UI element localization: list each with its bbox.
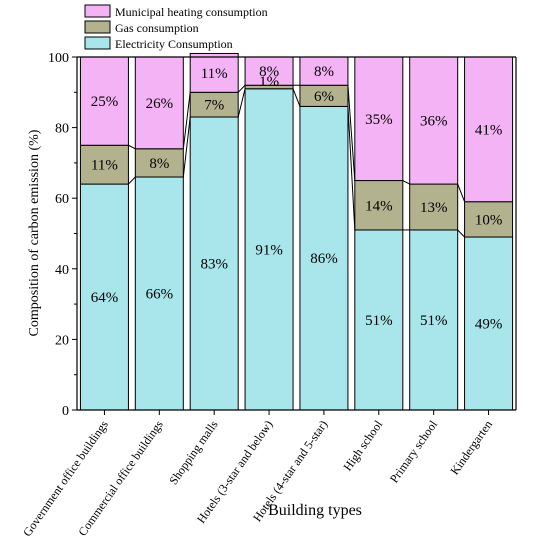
y-tick-label: 40 [55,263,69,278]
data-label: 8% [314,64,334,80]
data-label: 51% [420,313,448,329]
data-label: 11% [91,158,118,174]
bar-segment [354,180,404,231]
data-label: 1% [259,74,279,90]
connector-line [128,144,136,150]
data-label: 10% [475,212,503,228]
connector-line [182,92,191,149]
data-label: 13% [420,200,448,216]
bar-segment [134,176,184,411]
data-label: 14% [365,198,393,214]
connector-line [347,106,356,230]
y-tick-label: 0 [62,404,69,419]
bar-segment [134,56,184,150]
bar-segment [299,105,349,411]
x-tick-label: Primary school [387,417,441,485]
data-label: 66% [146,287,174,303]
connector-line [457,183,466,202]
x-tick-label: Shopping malls [166,417,221,487]
data-label: 64% [91,290,119,306]
data-label: 26% [146,96,174,112]
y-tick-label: 80 [55,122,69,137]
connector-line [402,180,410,185]
connector-line [457,229,465,238]
bar-segment [79,183,129,411]
bar-segment [409,56,459,185]
x-tick-label: High school [340,417,385,473]
data-label: 41% [475,122,503,138]
data-label: 49% [475,317,503,333]
data-label: 91% [255,242,283,258]
data-label: 86% [310,251,338,267]
connector-line [182,116,191,178]
data-label: 25% [91,94,119,110]
bar-segment [464,56,514,203]
x-axis-label: Building types [268,502,362,519]
data-label: 8% [259,64,279,80]
y-tick-label: 60 [55,192,69,207]
legend-swatch [84,20,111,34]
data-label: 83% [200,257,228,273]
connector-line [237,84,246,93]
connector-line [128,176,136,185]
bar-segment [189,91,239,118]
bar-segment [134,148,184,178]
data-label: 7% [204,98,224,114]
plot-area: 64%11%25%66%8%26%83%7%11%91%1%8%86%6%8%5… [20,51,517,539]
legend-swatch [84,36,111,50]
bar-segment [79,144,129,185]
data-label: 8% [149,156,169,172]
bar-segment [354,56,404,182]
legend-swatch [84,4,111,18]
y-tick-label: 20 [55,333,69,348]
data-label: 11% [201,66,228,82]
bar-segment [189,52,239,93]
data-label: 36% [420,114,448,130]
legend-label: Municipal heating consumption [115,5,268,19]
connector-line [292,88,301,107]
data-label: 35% [365,112,393,128]
bar-segment [409,229,459,411]
bar-segment [299,56,349,86]
y-tick-label: 100 [48,51,69,66]
bar-segment [464,236,514,411]
data-label: 51% [365,313,393,329]
bar-segment [354,229,404,411]
bar-segment [464,201,514,238]
legend-label: Gas consumption [115,21,199,35]
legend: Municipal heating consumption Gas consump… [84,4,268,51]
bar-segment [409,183,459,231]
bar-segment [244,56,294,86]
connector-line [347,85,356,181]
y-axis-label: Composition of carbon emission (%) [27,129,42,336]
x-tick-label: Kindergarten [447,418,495,478]
bar-segment [244,88,294,411]
data-label: 6% [314,89,334,105]
legend-label: Electricity Consumption [115,37,233,51]
connector-line [237,88,246,118]
